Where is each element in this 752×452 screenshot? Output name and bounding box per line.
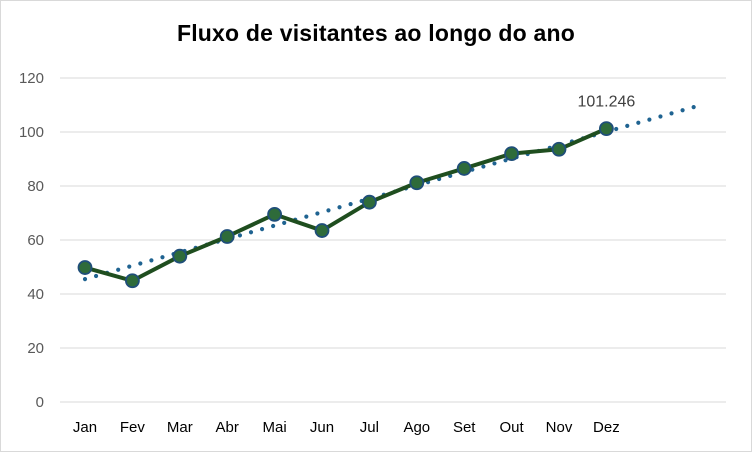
data-point-jul <box>361 194 377 210</box>
y-tick-label: 120 <box>19 70 44 87</box>
x-tick-label: Ago <box>403 419 430 436</box>
x-tick-label: Mar <box>167 419 193 436</box>
x-axis-tick-labels: Jan Fev Mar Abr Mai Jun Jul Ago Set Out Nov Dez <box>73 419 620 436</box>
y-tick-label: 80 <box>27 178 44 195</box>
data-point-mai <box>267 206 283 222</box>
data-point-fev <box>124 273 140 289</box>
x-tick-label: Set <box>453 419 476 436</box>
data-point-dez <box>599 121 614 137</box>
y-tick-label: 20 <box>27 340 44 357</box>
x-tick-label: Jan <box>73 419 97 436</box>
y-axis-tick-labels: 0 20 40 60 80 100 120 <box>19 70 44 411</box>
data-point-ago <box>409 175 425 191</box>
data-point-out <box>504 146 520 162</box>
y-tick-label: 40 <box>27 286 44 303</box>
data-point-nov <box>551 141 567 157</box>
x-tick-label: Dez <box>593 419 620 436</box>
y-tick-label: 0 <box>36 394 44 411</box>
data-point-mar <box>172 248 188 264</box>
gridlines <box>60 77 726 403</box>
x-tick-label: Fev <box>120 419 146 436</box>
data-labels: 101.246 <box>577 94 635 111</box>
y-tick-label: 60 <box>27 232 44 249</box>
x-tick-label: Out <box>500 419 525 436</box>
x-tick-label: Jul <box>360 419 379 436</box>
series-group <box>77 121 614 289</box>
data-point-jun <box>314 223 330 238</box>
data-label: 101.246 <box>577 94 635 111</box>
y-tick-label: 100 <box>19 124 44 141</box>
x-tick-label: Mai <box>263 419 287 436</box>
chart-title: Fluxo de visitantes ao longo do ano <box>176 20 576 46</box>
data-point-set <box>456 161 472 176</box>
data-point-abr <box>219 229 235 244</box>
data-point-jan <box>77 260 93 275</box>
x-tick-label: Abr <box>216 419 239 436</box>
x-tick-label: Nov <box>546 419 573 436</box>
x-tick-label: Jun <box>310 419 334 436</box>
series-line <box>83 126 609 283</box>
